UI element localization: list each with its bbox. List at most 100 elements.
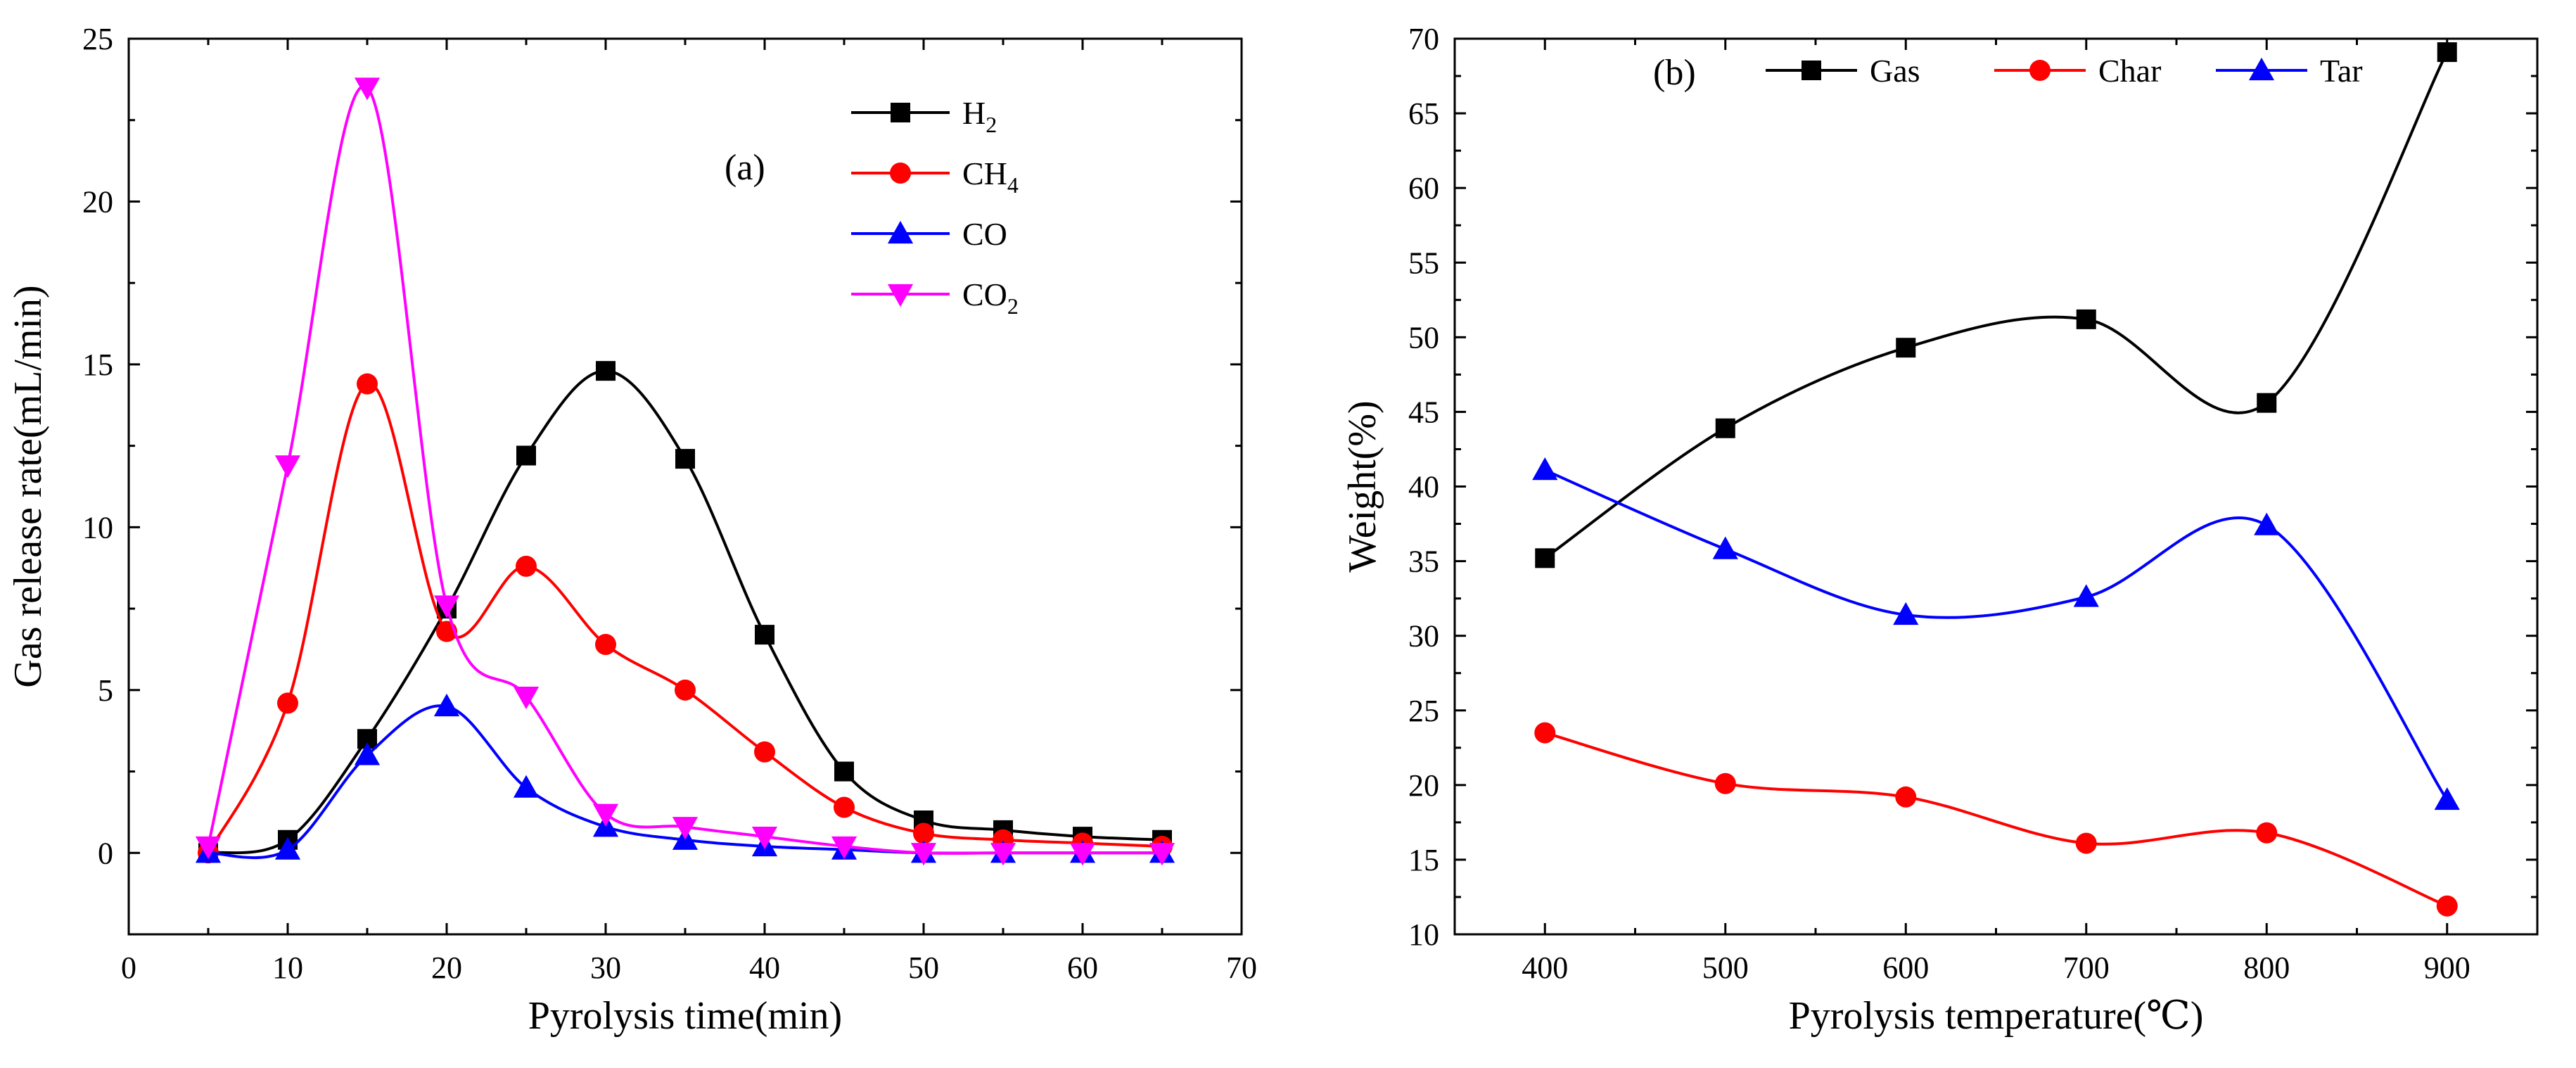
y-axis-label: Weight(%) (1341, 400, 1384, 572)
data-point-Char (1714, 773, 1736, 794)
y-tick-label: 15 (82, 348, 113, 382)
data-point-CO2 (592, 803, 619, 827)
legend-marker (890, 163, 911, 184)
data-point-Char (1534, 722, 1556, 744)
x-tick-label: 30 (590, 951, 621, 985)
x-tick-label: 60 (1067, 951, 1098, 985)
series-Tar (1532, 457, 2460, 810)
y-tick-label: 20 (82, 184, 113, 219)
data-point-H2 (834, 761, 854, 782)
data-point-CO2 (274, 455, 301, 478)
data-point-CO (433, 693, 460, 717)
y-tick-label: 60 (1408, 171, 1439, 205)
y-tick-label: 0 (98, 836, 113, 870)
y-tick-label: 20 (1408, 768, 1439, 803)
data-point-CH4 (913, 822, 934, 844)
legend-label: CO (962, 216, 1007, 252)
data-point-H2 (596, 361, 616, 381)
x-tick-label: 500 (1702, 951, 1749, 985)
legend-marker (891, 103, 910, 122)
data-point-Char (2256, 822, 2278, 844)
data-point-CO2 (672, 817, 699, 840)
series-line-Tar (1544, 469, 2449, 801)
y-tick-label: 50 (1408, 320, 1439, 355)
data-point-CH4 (277, 692, 298, 714)
x-tick-label: 700 (2063, 951, 2110, 985)
plot-frame (127, 37, 1243, 936)
legend-item-CO2: CO2 (851, 276, 1019, 319)
data-point-CO (513, 775, 540, 798)
panel-label: (b) (1653, 53, 1696, 93)
data-point-Char (2436, 895, 2458, 917)
series-Gas (1535, 42, 2457, 568)
data-point-Char (1895, 786, 1917, 808)
data-point-CH4 (834, 796, 855, 818)
y-tick-label: 45 (1408, 395, 1439, 429)
legend-subscript: 2 (1007, 293, 1019, 319)
data-point-CO2 (354, 77, 381, 101)
data-point-CO2 (433, 595, 460, 618)
series-H2 (198, 361, 1172, 863)
x-tick-label: 10 (272, 951, 303, 985)
y-tick-label: 15 (1408, 843, 1439, 877)
y-tick-label: 65 (1408, 96, 1439, 131)
data-point-CO2 (1069, 843, 1096, 866)
data-point-Gas (1715, 418, 1735, 438)
series-line-Char (1544, 731, 2448, 908)
legend-marker (1802, 61, 1821, 80)
x-tick-label: 70 (1226, 951, 1257, 985)
data-point-Tar (2434, 787, 2460, 810)
y-tick-label: 5 (98, 673, 113, 708)
y-axis-label: Gas release rate(mL/min) (6, 285, 50, 687)
x-tick-label: 600 (1882, 951, 1929, 985)
data-point-CH4 (595, 634, 616, 656)
x-tick-label: 400 (1522, 951, 1568, 985)
data-point-H2 (516, 445, 536, 466)
series-line-H2 (208, 369, 1163, 855)
y-tick-label: 30 (1408, 619, 1439, 654)
x-tick-label: 900 (2424, 951, 2470, 985)
x-axis-label: Pyrolysis time(min) (528, 994, 842, 1038)
series-line-CH4 (207, 382, 1163, 854)
data-point-H2 (755, 625, 774, 645)
legend-label: H2 (962, 95, 997, 137)
x-tick-label: 40 (749, 951, 780, 985)
data-point-Gas (2437, 42, 2457, 63)
data-point-CO2 (1149, 843, 1175, 866)
data-point-CH4 (675, 679, 696, 701)
legend-label: Gas (1870, 53, 1920, 89)
data-point-CO2 (910, 843, 937, 866)
data-point-Tar (1893, 602, 1919, 625)
x-tick-label: 0 (121, 951, 136, 985)
data-point-CH4 (516, 555, 537, 577)
series-line-CO2 (207, 84, 1162, 855)
data-point-CO2 (990, 843, 1016, 866)
y-tick-label: 40 (1408, 470, 1439, 504)
data-point-Gas (2257, 393, 2277, 413)
legend-subscript: 2 (986, 112, 997, 137)
y-tick-label: 10 (82, 510, 113, 545)
plot-frame (1453, 37, 2539, 936)
y-tick-label: 35 (1408, 545, 1439, 579)
legend-marker (2248, 57, 2275, 81)
data-point-Gas (2076, 309, 2096, 329)
data-point-CO2 (195, 836, 222, 860)
series-CH4 (198, 373, 1173, 864)
y-tick-label: 10 (1408, 917, 1439, 952)
legend-label: CH4 (962, 155, 1019, 198)
data-point-Tar (2073, 584, 2099, 607)
legend-marker (887, 220, 914, 244)
legend-marker (887, 284, 914, 307)
data-point-Gas (1535, 548, 1555, 568)
chart-a: 0 10 20 30 40 50 60 70 0 5 10 15 20 25 Pyrolysis time(… (6, 22, 1257, 1038)
legend-item-Char: Char (1994, 53, 2161, 89)
legend-label: Tar (2320, 53, 2363, 89)
y-tick-label: 55 (1408, 246, 1439, 280)
series-CO2 (195, 77, 1175, 866)
y-tick-label: 25 (1408, 694, 1439, 728)
data-point-Tar (1712, 536, 1738, 559)
data-point-Gas (1896, 338, 1916, 358)
data-point-CO2 (831, 836, 857, 860)
legend-item-CH4: CH4 (851, 155, 1019, 198)
